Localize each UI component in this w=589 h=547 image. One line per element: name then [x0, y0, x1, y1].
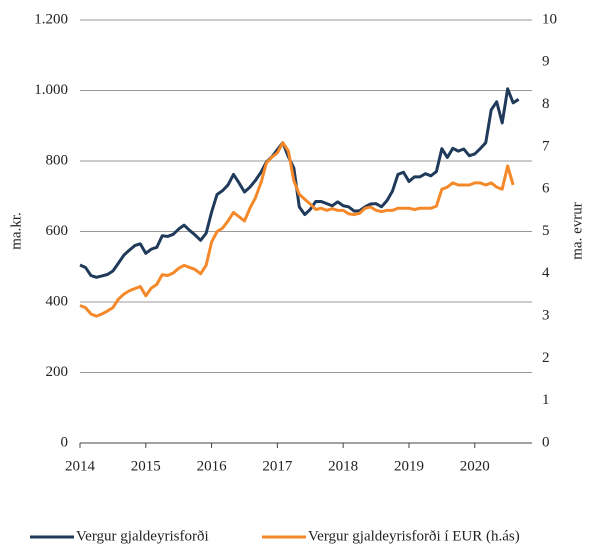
y-axis-label: ma.kr.	[8, 212, 24, 250]
y2-tick-label: 8	[542, 96, 550, 112]
y-tick-label: 1.200	[34, 11, 68, 27]
x-tick-label: 2016	[197, 458, 228, 474]
y2-tick-label: 3	[542, 308, 550, 324]
y-tick-label: 0	[61, 434, 69, 450]
series-line	[79, 141, 515, 318]
y2-tick-label: 6	[542, 181, 550, 197]
y2-tick-label: 5	[542, 223, 550, 239]
x-tick-label: 2014	[65, 458, 96, 474]
y2-tick-label: 7	[542, 138, 550, 154]
x-tick-label: 2015	[131, 458, 161, 474]
y2-tick-label: 9	[542, 54, 550, 70]
y2-tick-label: 1	[542, 392, 550, 408]
y2-tick-label: 4	[542, 265, 550, 281]
y2-axis-label: ma. evrur	[569, 202, 585, 259]
y-tick-label: 600	[46, 223, 69, 239]
y2-tick-label: 10	[542, 11, 557, 27]
x-tick-label: 2017	[262, 458, 293, 474]
y-tick-label: 1.000	[34, 82, 68, 98]
series-line	[79, 87, 520, 279]
legend-label: Vergur gjaldeyrisforði í EUR (h.ás)	[308, 528, 520, 544]
y-tick-label: 800	[46, 152, 69, 168]
x-tick-label: 2020	[460, 458, 490, 474]
x-tick-label: 2019	[394, 458, 424, 474]
y2-tick-label: 2	[542, 350, 550, 366]
y2-tick-label: 0	[542, 434, 550, 450]
legend-label: Vergur gjaldeyrisforði	[76, 528, 209, 544]
y-tick-label: 400	[46, 293, 69, 309]
x-tick-label: 2018	[328, 458, 358, 474]
y-tick-label: 200	[46, 364, 69, 380]
